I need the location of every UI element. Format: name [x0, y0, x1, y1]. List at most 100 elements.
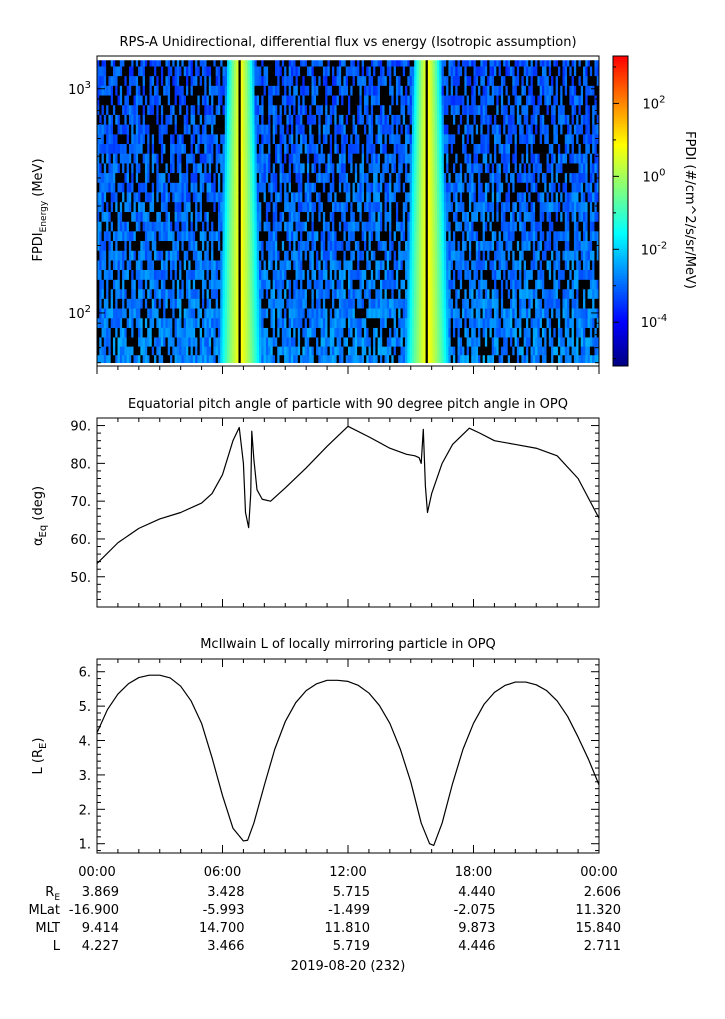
- heatmap-cell: [573, 317, 577, 328]
- heatmap-cell: [222, 354, 226, 363]
- heatmap-cell: [238, 143, 242, 154]
- heatmap-cell: [156, 192, 160, 203]
- heatmap-cell: [512, 250, 515, 261]
- heatmap-cell: [224, 240, 228, 251]
- heatmap-cell: [204, 346, 207, 356]
- heatmap-cell: [395, 211, 399, 222]
- heatmap-cell: [179, 163, 182, 174]
- heatmap-cell: [583, 250, 586, 261]
- heatmap-cell: [386, 327, 390, 338]
- heatmap-cell: [587, 240, 591, 251]
- heatmap-cell: [188, 327, 191, 338]
- heatmap-cell: [357, 172, 360, 183]
- heatmap-cell: [185, 288, 189, 299]
- heatmap-cell: [592, 269, 595, 280]
- heatmap-cell: [327, 327, 331, 338]
- heatmap-cell: [487, 308, 490, 319]
- heatmap-cell: [585, 317, 588, 328]
- heatmap-cell: [259, 192, 262, 203]
- heatmap-cell: [131, 211, 134, 222]
- heatmap-cell: [585, 163, 588, 174]
- heatmap-cell: [306, 346, 310, 356]
- heatmap-cell: [313, 337, 317, 347]
- heatmap-cell: [571, 211, 575, 222]
- heatmap-cell: [311, 327, 315, 338]
- heatmap-cell: [473, 211, 477, 222]
- heatmap-cell: [206, 221, 210, 232]
- heatmap-cell: [122, 308, 125, 319]
- heatmap-cell: [252, 211, 255, 222]
- heatmap-cell: [268, 153, 271, 164]
- heatmap-cell: [432, 279, 436, 290]
- heatmap-cell: [580, 231, 584, 242]
- heatmap-cell: [370, 308, 374, 319]
- heatmap-cell: [539, 163, 543, 174]
- heatmap-cell: [352, 221, 356, 232]
- heatmap-cell: [457, 163, 461, 174]
- heatmap-cell: [211, 346, 214, 356]
- heatmap-cell: [525, 308, 529, 319]
- heatmap-cell: [245, 182, 248, 193]
- heatmap-cell: [190, 231, 194, 242]
- heatmap-cell: [464, 221, 468, 232]
- heatmap-cell: [188, 308, 191, 319]
- heatmap-cell: [480, 192, 484, 203]
- heatmap-cell: [503, 192, 506, 203]
- heatmap-cell: [311, 288, 315, 299]
- heatmap-cell: [468, 327, 472, 338]
- heatmap-cell: [521, 298, 525, 309]
- heatmap-cell: [375, 260, 379, 270]
- heatmap-cell: [418, 354, 422, 363]
- heatmap-cell: [249, 288, 253, 299]
- heatmap-cell: [290, 240, 294, 251]
- heatmap-cell: [320, 153, 324, 164]
- heatmap-cell: [484, 327, 488, 338]
- heatmap-cell: [154, 211, 157, 222]
- heatmap-cell: [473, 231, 477, 242]
- heatmap-cell: [555, 317, 559, 328]
- heatmap-cell: [589, 231, 593, 242]
- heatmap-cell: [213, 153, 217, 164]
- heatmap-cell: [441, 317, 445, 328]
- heatmap-cell: [512, 221, 515, 232]
- heatmap-cell: [402, 172, 406, 183]
- heatmap-cell: [562, 250, 566, 261]
- heatmap-cell: [181, 231, 185, 242]
- heatmap-cell: [115, 279, 118, 290]
- heatmap-cell: [197, 288, 201, 299]
- heatmap-cell: [379, 260, 383, 270]
- heatmap-cell: [124, 153, 128, 164]
- heatmap-cell: [450, 298, 454, 309]
- heatmap-cell: [361, 192, 365, 203]
- heatmap-cell: [181, 250, 185, 261]
- heatmap-cell: [188, 346, 191, 356]
- heatmap-cell: [272, 317, 276, 328]
- heatmap-cell: [530, 260, 534, 270]
- heatmap-cell: [240, 192, 244, 203]
- heatmap-cell: [514, 269, 518, 280]
- heatmap-cell: [466, 269, 470, 280]
- heatmap-cell: [140, 354, 144, 363]
- heatmap-cell: [569, 346, 573, 356]
- heatmap-cell: [124, 143, 128, 154]
- heatmap-cell: [398, 327, 401, 338]
- heatmap-cell: [176, 143, 180, 154]
- heatmap-cell: [560, 211, 563, 222]
- heatmap-cell: [281, 288, 285, 299]
- heatmap-cell: [459, 269, 463, 280]
- heatmap-cell: [185, 192, 189, 203]
- heatmap-cell: [144, 211, 148, 222]
- heatmap-cell: [227, 163, 230, 174]
- heatmap-cell: [140, 182, 144, 193]
- heatmap-cell: [341, 211, 344, 222]
- heatmap-cell: [562, 172, 566, 183]
- heatmap-cell: [97, 211, 100, 222]
- heatmap-cell: [233, 172, 237, 183]
- heatmap-cell: [190, 298, 194, 309]
- heatmap-cell: [110, 337, 114, 347]
- heatmap-cell: [382, 279, 385, 290]
- heatmap-cell: [450, 201, 454, 212]
- heatmap-cell: [484, 337, 488, 347]
- heatmap-cell: [259, 172, 262, 183]
- heatmap-cell: [411, 240, 415, 251]
